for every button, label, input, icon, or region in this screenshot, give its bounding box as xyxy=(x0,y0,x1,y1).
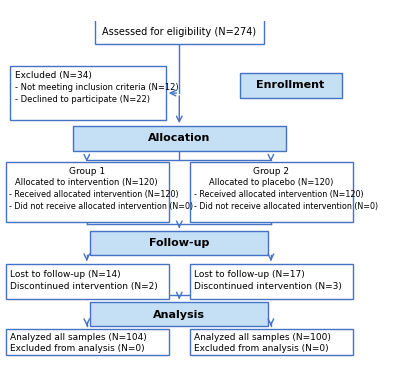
Text: Excluded (N=34): Excluded (N=34) xyxy=(15,71,92,80)
FancyBboxPatch shape xyxy=(240,73,342,98)
FancyBboxPatch shape xyxy=(90,231,268,255)
FancyBboxPatch shape xyxy=(190,329,353,355)
FancyBboxPatch shape xyxy=(95,19,264,44)
Text: Assessed for eligibility (N=274): Assessed for eligibility (N=274) xyxy=(102,27,256,37)
Text: Lost to follow-up (N=17): Lost to follow-up (N=17) xyxy=(194,270,305,279)
Text: - Did not receive allocated intervention (N=0): - Did not receive allocated intervention… xyxy=(194,202,378,211)
Text: Allocation: Allocation xyxy=(148,133,210,144)
Text: Analyzed all samples (N=100): Analyzed all samples (N=100) xyxy=(194,333,331,342)
Text: Follow-up: Follow-up xyxy=(149,239,210,248)
Text: - Received allocated intervention (N=120): - Received allocated intervention (N=120… xyxy=(194,190,363,199)
Text: Enrollment: Enrollment xyxy=(256,80,324,90)
FancyBboxPatch shape xyxy=(190,162,353,222)
Text: - Declined to participate (N=22): - Declined to participate (N=22) xyxy=(15,95,150,104)
Text: Allocated to intervention (N=120): Allocated to intervention (N=120) xyxy=(16,178,158,187)
Text: Discontinued intervention (N=3): Discontinued intervention (N=3) xyxy=(194,282,342,291)
FancyBboxPatch shape xyxy=(90,302,268,326)
Text: - Received allocated intervention (N=120): - Received allocated intervention (N=120… xyxy=(9,190,179,199)
Text: Excluded from analysis (N=0): Excluded from analysis (N=0) xyxy=(194,344,329,353)
FancyBboxPatch shape xyxy=(190,264,353,299)
FancyBboxPatch shape xyxy=(6,162,169,222)
FancyBboxPatch shape xyxy=(6,329,169,355)
Text: Group 2: Group 2 xyxy=(253,167,289,176)
FancyBboxPatch shape xyxy=(6,264,169,299)
Text: Analysis: Analysis xyxy=(153,310,205,320)
Text: - Did not receive allocated intervention (N=0): - Did not receive allocated intervention… xyxy=(9,202,194,211)
Text: Lost to follow-up (N=14): Lost to follow-up (N=14) xyxy=(10,270,121,279)
Text: Analyzed all samples (N=104): Analyzed all samples (N=104) xyxy=(10,333,147,342)
FancyBboxPatch shape xyxy=(10,66,166,120)
Text: Excluded from analysis (N=0): Excluded from analysis (N=0) xyxy=(10,344,145,353)
Text: Group 1: Group 1 xyxy=(69,167,105,176)
Text: Discontinued intervention (N=2): Discontinued intervention (N=2) xyxy=(10,282,158,291)
Text: - Not meeting inclusion criteria (N=12): - Not meeting inclusion criteria (N=12) xyxy=(15,83,178,92)
Text: Allocated to placebo (N=120): Allocated to placebo (N=120) xyxy=(209,178,333,187)
FancyBboxPatch shape xyxy=(72,126,286,151)
